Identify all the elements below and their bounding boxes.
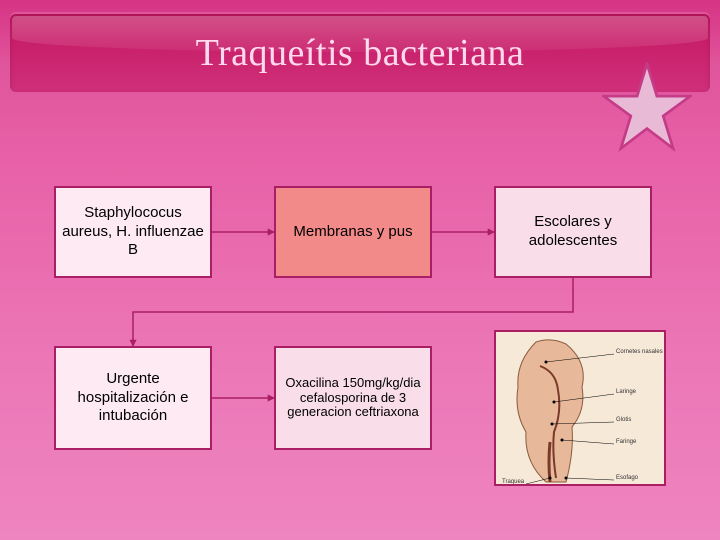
- box-treatment: Oxacilina 150mg/kg/dia cefalosporina de …: [274, 346, 432, 450]
- box-management: Urgente hospitalización e intubación: [54, 346, 212, 450]
- box-etiology-text: Staphylococus aureus, H. influenzae B: [62, 204, 204, 260]
- box-findings: Membranas y pus: [274, 186, 432, 278]
- box-treatment-text: Oxacilina 150mg/kg/dia cefalosporina de …: [282, 376, 424, 421]
- page-title: Traqueítis bacteriana: [196, 31, 525, 75]
- anat-label-esofago: Esofago: [616, 475, 638, 481]
- anat-label-traquea: Traquea: [502, 479, 524, 485]
- anat-label-faringe: Faringe: [616, 439, 636, 445]
- box-findings-text: Membranas y pus: [293, 223, 412, 242]
- box-population-text: Escolares y adolescentes: [502, 213, 644, 251]
- anatomy-diagram: Cornetes nasales Laringe Glotis Faringe …: [494, 330, 666, 486]
- star-icon: [602, 62, 692, 152]
- anat-label-laringe: Laringe: [616, 389, 636, 395]
- box-etiology: Staphylococus aureus, H. influenzae B: [54, 186, 212, 278]
- box-population: Escolares y adolescentes: [494, 186, 652, 278]
- box-management-text: Urgente hospitalización e intubación: [62, 370, 204, 426]
- anat-label-cornetes: Cornetes nasales: [616, 349, 663, 355]
- anat-label-glotis: Glotis: [616, 417, 631, 423]
